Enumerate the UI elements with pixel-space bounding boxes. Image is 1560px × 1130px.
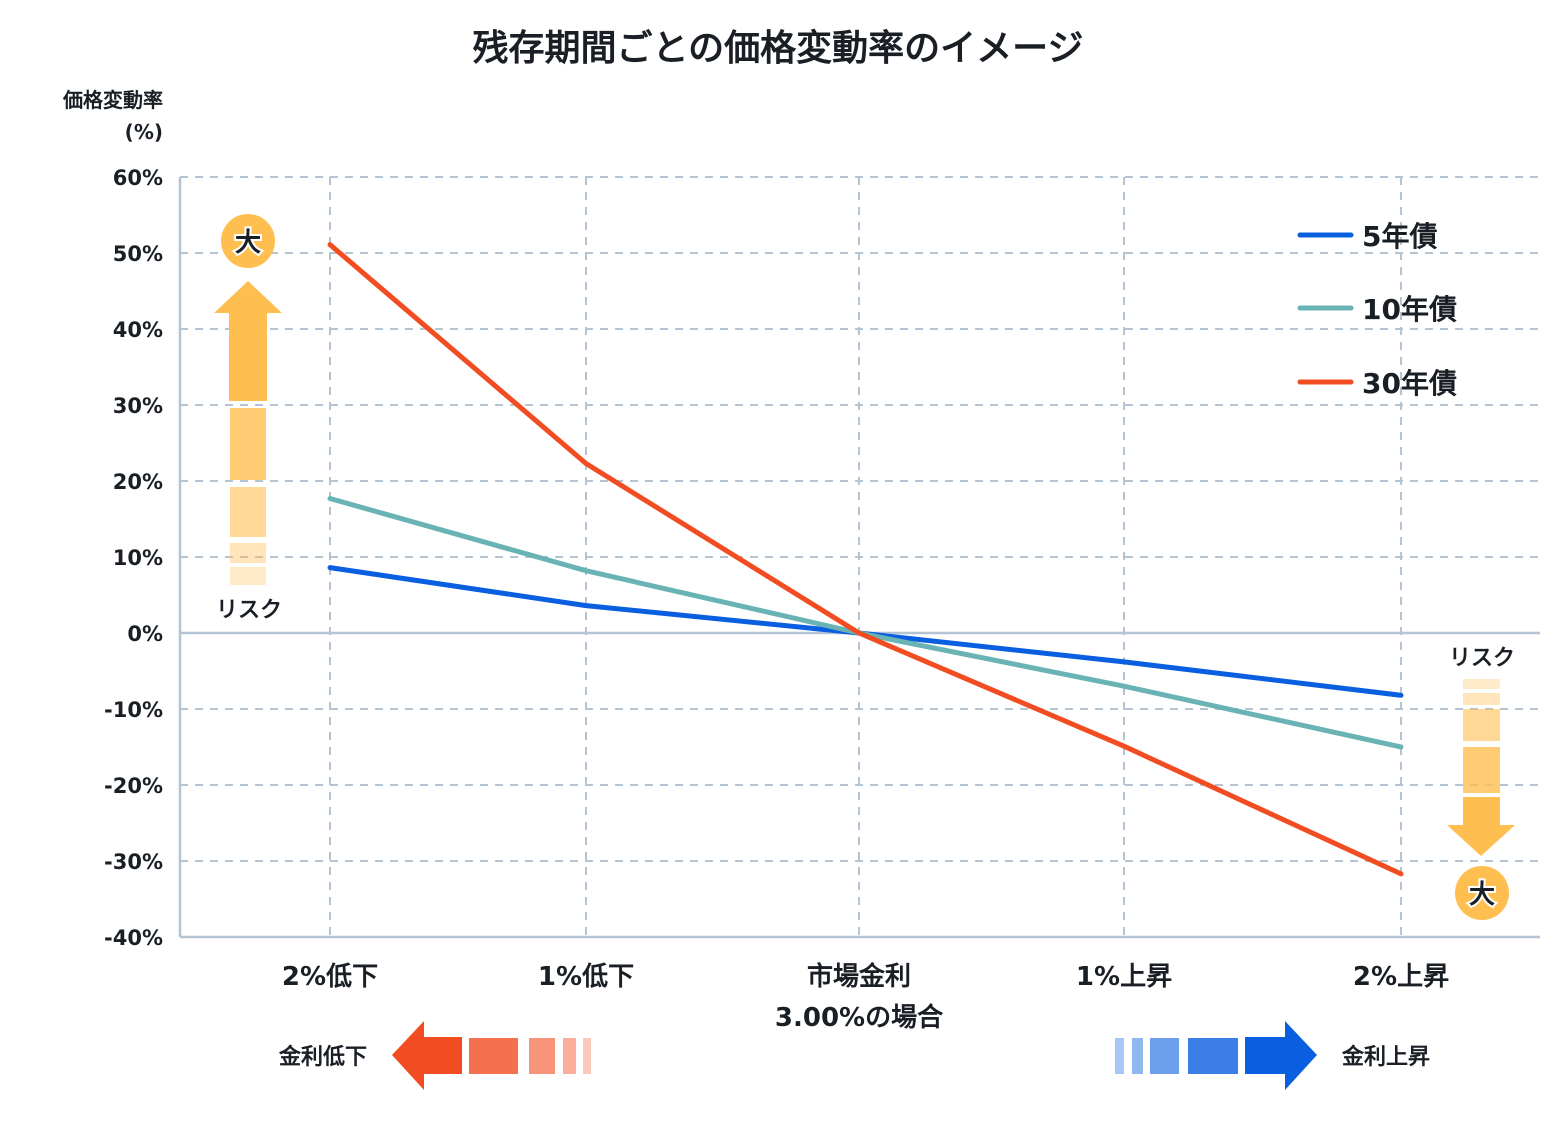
- y-tick-labels: 60% 50% 40% 30% 20% 10% 0% -10% -20% -30% -40%: [104, 166, 163, 950]
- x-tick-label: 1%低下: [538, 962, 634, 992]
- x-tick-label-line2: 3.00%の場合: [775, 1002, 944, 1033]
- risk-down-arrow: リスク 大: [1447, 646, 1515, 920]
- x-tick-labels: 2%低下 1%低下 市場金利 3.00%の場合 1%上昇 2%上昇: [282, 961, 1449, 1033]
- risk-up-arrow: 大 リスク: [214, 214, 282, 623]
- legend-label: 10年債: [1362, 293, 1457, 326]
- rate-down-indicator: 金利低下: [278, 1021, 591, 1090]
- y-tick-label: -40%: [104, 926, 163, 950]
- y-tick-label: 40%: [113, 318, 163, 342]
- big-badge: [1455, 866, 1509, 920]
- rate-segment: [1132, 1038, 1143, 1074]
- risk-segment: [230, 487, 266, 537]
- x-tick-label: 2%低下: [282, 962, 378, 992]
- y-tick-label: 0%: [127, 622, 163, 646]
- risk-segment: [1463, 747, 1500, 793]
- risk-arrowhead-down: [1447, 797, 1515, 856]
- rate-segment: [1188, 1038, 1238, 1074]
- risk-arrowhead-up: [214, 281, 282, 401]
- rate-segment: [583, 1038, 591, 1074]
- y-tick-label: -20%: [104, 774, 163, 798]
- risk-label: リスク: [1449, 646, 1515, 671]
- risk-segment: [230, 567, 266, 585]
- rate-segment: [1115, 1038, 1124, 1074]
- risk-segment: [1463, 709, 1500, 741]
- rate-up-indicator: 金利上昇: [1115, 1021, 1430, 1090]
- rate-down-label: 金利低下: [278, 1044, 367, 1070]
- left-arrow-icon: [392, 1021, 462, 1090]
- legend-label: 5年債: [1362, 220, 1437, 253]
- y-tick-label: 10%: [113, 546, 163, 570]
- right-arrow-icon: [1245, 1021, 1317, 1090]
- big-badge: [221, 214, 275, 268]
- y-tick-label: -10%: [104, 698, 163, 722]
- rate-up-label: 金利上昇: [1341, 1044, 1430, 1070]
- y-axis-label: 価格変動率: [62, 88, 163, 112]
- chart-title: 残存期間ごとの価格変動率のイメージ: [473, 27, 1084, 69]
- big-badge-label: 大: [235, 228, 261, 258]
- rate-segment: [529, 1038, 555, 1074]
- series-line-2: [327, 496, 1404, 750]
- risk-label: リスク: [216, 598, 282, 623]
- risk-segment: [1463, 679, 1500, 689]
- big-badge-label: 大: [1469, 880, 1495, 910]
- risk-segment: [1463, 693, 1500, 705]
- y-tick-label: 20%: [113, 470, 163, 494]
- y-tick-label: -30%: [104, 850, 163, 874]
- y-tick-label: 50%: [113, 242, 163, 266]
- y-axis-unit: (%): [125, 120, 163, 144]
- rate-segment: [563, 1038, 576, 1074]
- rate-segment: [1150, 1038, 1179, 1074]
- series-lines: [327, 242, 1404, 877]
- x-tick-label: 市場金利: [807, 961, 911, 992]
- risk-segment: [230, 408, 266, 480]
- series-line-3: [327, 242, 1404, 877]
- y-tick-label: 60%: [113, 166, 163, 190]
- x-tick-label: 1%上昇: [1076, 962, 1172, 992]
- legend: 5年債 10年債 30年債: [1297, 220, 1457, 400]
- y-tick-label: 30%: [113, 394, 163, 418]
- rate-segment: [469, 1038, 518, 1074]
- legend-label: 30年債: [1362, 367, 1457, 400]
- series-line-1: [327, 565, 1404, 698]
- grid: [180, 176, 1540, 937]
- x-tick-label: 2%上昇: [1353, 962, 1449, 992]
- risk-segment: [230, 543, 266, 563]
